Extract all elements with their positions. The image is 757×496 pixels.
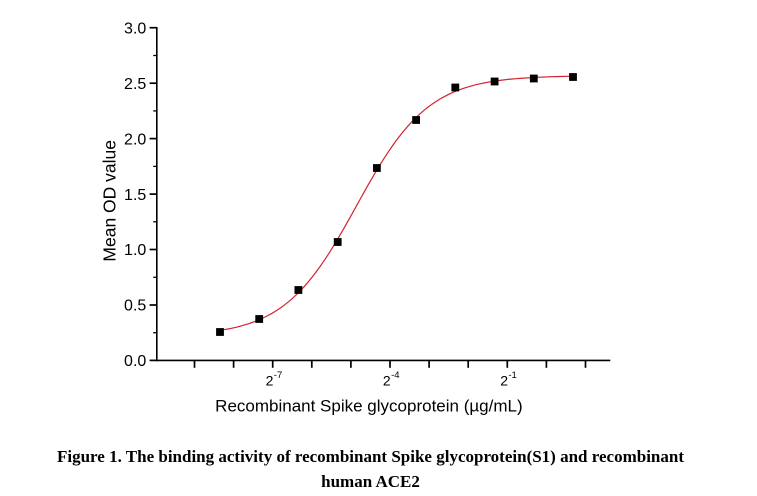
- svg-text:1.5: 1.5: [124, 187, 146, 204]
- svg-text:2: 2: [383, 372, 391, 388]
- svg-text:3.0: 3.0: [124, 20, 146, 37]
- svg-text:1.0: 1.0: [124, 242, 146, 259]
- svg-text:-4: -4: [391, 370, 399, 381]
- svg-text:2: 2: [266, 372, 274, 388]
- svg-text:-1: -1: [508, 370, 516, 381]
- svg-text:Recombinant Spike glycoprotein: Recombinant Spike glycoprotein (µg/mL): [215, 397, 522, 416]
- svg-text:-7: -7: [274, 370, 282, 381]
- svg-text:Mean OD value: Mean OD value: [99, 140, 119, 262]
- svg-text:0.0: 0.0: [124, 353, 146, 370]
- svg-text:0.5: 0.5: [124, 298, 146, 315]
- svg-text:2.0: 2.0: [124, 131, 146, 148]
- svg-text:2: 2: [500, 372, 508, 388]
- svg-text:2.5: 2.5: [124, 76, 146, 93]
